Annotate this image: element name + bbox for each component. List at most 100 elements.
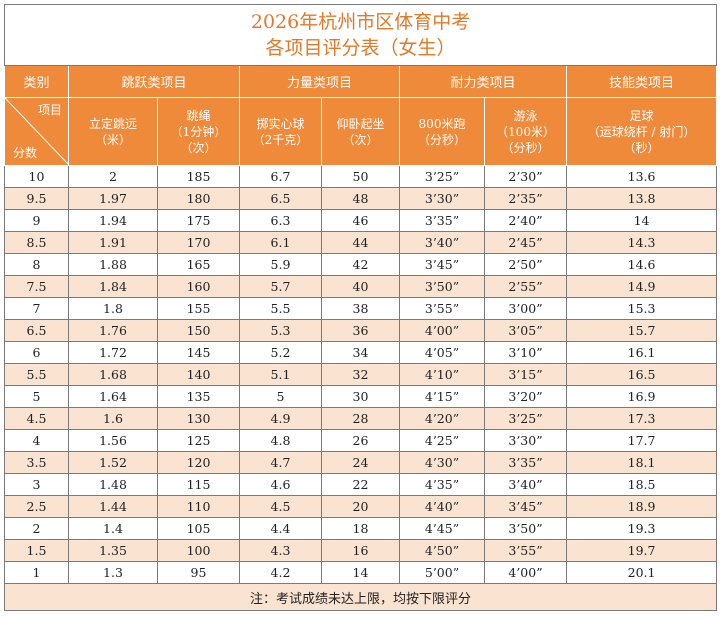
score-cell: 7	[4, 297, 69, 320]
swim-cell: 2’30”	[484, 165, 567, 188]
long-jump-cell: 2	[68, 165, 158, 188]
column-unit: （分秒）	[501, 140, 550, 155]
table-row: 4 1.56 125 4.8 26 4’25” 3’30” 17.7	[4, 429, 718, 452]
run-cell: 4’40”	[399, 495, 485, 518]
run-cell: 4’20”	[399, 407, 485, 430]
football-cell: 18.1	[565, 451, 718, 474]
football-cell: 14	[565, 209, 718, 232]
long-jump-cell: 1.68	[68, 363, 158, 386]
table-row: 9.5 1.97 180 6.5 48 3’30” 2’35” 13.8	[4, 187, 718, 210]
run-cell: 3’25”	[399, 165, 485, 188]
ball-cell: 4.8	[239, 429, 322, 452]
column-header-swim: 游泳 （100米） （分秒）	[484, 97, 567, 166]
score-cell: 10	[4, 165, 69, 188]
column-unit: （1分钟）	[170, 124, 227, 139]
long-jump-cell: 1.88	[68, 253, 158, 276]
run-cell: 4’25”	[399, 429, 485, 452]
score-cell: 6	[4, 341, 69, 364]
column-name: 游泳	[513, 108, 538, 123]
run-cell: 3’55”	[399, 297, 485, 320]
table-footnote: 注：考试成绩未达上限，均按下限评分	[3, 583, 718, 611]
title-line-1: 2026年杭州市区体育中考	[250, 11, 471, 33]
football-cell: 20.1	[565, 561, 718, 584]
rope-cell: 155	[157, 297, 240, 320]
football-cell: 16.5	[565, 363, 718, 386]
situp-cell: 48	[321, 187, 400, 210]
column-header-long-jump: 立定跳远 （米）	[68, 97, 158, 166]
football-cell: 18.9	[565, 495, 718, 518]
run-cell: 4’45”	[399, 517, 485, 540]
situp-cell: 40	[321, 275, 400, 298]
rope-cell: 135	[157, 385, 240, 408]
football-cell: 14.9	[565, 275, 718, 298]
swim-cell: 3’50”	[484, 517, 567, 540]
swim-cell: 3’40”	[484, 473, 567, 496]
football-cell: 14.6	[565, 253, 718, 276]
run-cell: 4’50”	[399, 539, 485, 562]
score-cell: 1.5	[4, 539, 69, 562]
category-header-skill: 技能类项目	[565, 65, 718, 98]
long-jump-cell: 1.94	[68, 209, 158, 232]
score-cell: 3.5	[4, 451, 69, 474]
table-row: 5 1.64 135 5 30 4’15” 3’20” 16.9	[4, 385, 718, 408]
situp-cell: 18	[321, 517, 400, 540]
ball-cell: 5.3	[239, 319, 322, 342]
table-row: 7.5 1.84 160 5.7 40 3’50” 2’55” 14.9	[4, 275, 718, 298]
football-cell: 15.3	[565, 297, 718, 320]
category-header-type: 类别	[4, 65, 69, 98]
long-jump-cell: 1.4	[68, 517, 158, 540]
situp-cell: 44	[321, 231, 400, 254]
rope-cell: 115	[157, 473, 240, 496]
rope-cell: 165	[157, 253, 240, 276]
ball-cell: 5.5	[239, 297, 322, 320]
rope-cell: 145	[157, 341, 240, 364]
score-cell: 2	[4, 517, 69, 540]
corner-label-item: 项目	[37, 103, 62, 117]
rope-cell: 100	[157, 539, 240, 562]
title-line-2: 各项目评分表（女生）	[265, 37, 456, 59]
long-jump-cell: 1.6	[68, 407, 158, 430]
ball-cell: 5.2	[239, 341, 322, 364]
ball-cell: 5.7	[239, 275, 322, 298]
long-jump-cell: 1.97	[68, 187, 158, 210]
run-cell: 4’35”	[399, 473, 485, 496]
ball-cell: 6.1	[239, 231, 322, 254]
column-unit: （秒）	[623, 140, 660, 155]
category-header-endurance: 耐力类项目	[399, 65, 567, 98]
rope-cell: 130	[157, 407, 240, 430]
score-table-body: 10 2 185 6.7 50 3’25” 2’30” 13.6 9.5 1.97 180 6.5 48…	[4, 165, 718, 584]
run-cell: 3’45”	[399, 253, 485, 276]
swim-cell: 2’50”	[484, 253, 567, 276]
ball-cell: 5	[239, 385, 322, 408]
long-jump-cell: 1.72	[68, 341, 158, 364]
table-row: 6 1.72 145 5.2 34 4’05” 3’10” 16.1	[4, 341, 718, 364]
run-cell: 4’00”	[399, 319, 485, 342]
situp-cell: 42	[321, 253, 400, 276]
table-row: 5.5 1.68 140 5.1 32 4’10” 3’15” 16.5	[4, 363, 718, 386]
swim-cell: 3’30”	[484, 429, 567, 452]
situp-cell: 20	[321, 495, 400, 518]
swim-cell: 3’20”	[484, 385, 567, 408]
ball-cell: 6.3	[239, 209, 322, 232]
ball-cell: 4.6	[239, 473, 322, 496]
corner-header-cell: 项目 分数	[4, 97, 69, 166]
column-unit: （运球绕杆 / 射门）	[587, 124, 696, 139]
score-table: 2026年杭州市区体育中考 各项目评分表（女生） 类别 跳跃类项目 力量类项目 …	[3, 4, 718, 611]
score-cell: 3	[4, 473, 69, 496]
rope-cell: 120	[157, 451, 240, 474]
ball-cell: 4.7	[239, 451, 322, 474]
ball-cell: 4.4	[239, 517, 322, 540]
situp-cell: 46	[321, 209, 400, 232]
swim-cell: 3’35”	[484, 451, 567, 474]
ball-cell: 4.9	[239, 407, 322, 430]
ball-cell: 4.3	[239, 539, 322, 562]
category-header-strength: 力量类项目	[239, 65, 400, 98]
football-cell: 18.5	[565, 473, 718, 496]
table-row: 2.5 1.44 110 4.5 20 4’40” 3’45” 18.9	[4, 495, 718, 518]
swim-cell: 4’00”	[484, 561, 567, 584]
situp-cell: 14	[321, 561, 400, 584]
column-name: 800米跑	[418, 116, 466, 131]
column-name: 足球	[629, 108, 654, 123]
rope-cell: 110	[157, 495, 240, 518]
score-cell: 5	[4, 385, 69, 408]
